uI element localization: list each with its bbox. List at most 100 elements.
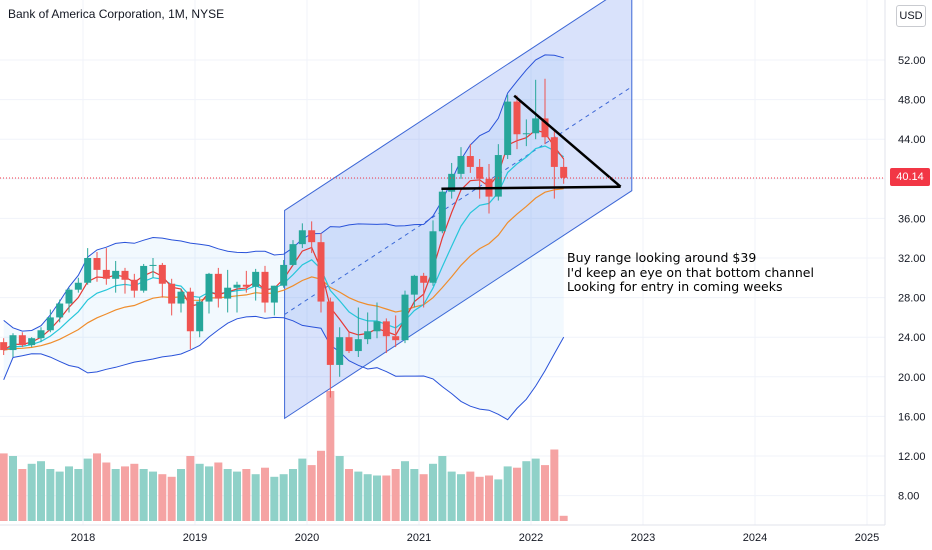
- price-axis: 52.0048.0044.0040.0036.0032.0028.0024.00…: [898, 55, 926, 503]
- annotation-line-3: Looking for entry in coming weeks: [567, 279, 783, 294]
- bb-fill: [3, 54, 564, 420]
- trendline: [513, 94, 622, 188]
- candle-body: [560, 166, 568, 178]
- volume-bar: [46, 469, 55, 521]
- candle-body: [298, 230, 306, 245]
- volume-bar: [307, 465, 316, 521]
- candle-body: [112, 270, 120, 279]
- candle-body: [354, 339, 362, 352]
- candle-body: [158, 264, 166, 284]
- candle-body: [28, 338, 36, 346]
- volume-bar: [186, 456, 195, 521]
- y-tick-label: 44.00: [898, 134, 926, 146]
- volume-bar: [149, 471, 157, 521]
- currency-button[interactable]: USD: [896, 5, 926, 27]
- volume-bar: [457, 474, 465, 521]
- y-tick-label: 48.00: [898, 95, 926, 107]
- candle-body: [0, 342, 8, 351]
- volume-bar: [9, 456, 17, 521]
- x-tick-label: 2025: [855, 532, 879, 544]
- last-price-label: 40.14: [890, 168, 930, 186]
- x-tick-label: 2020: [295, 532, 319, 544]
- volume-bar: [401, 461, 409, 521]
- candle-body: [93, 258, 101, 270]
- candle-body: [233, 284, 241, 288]
- x-tick-label: 2023: [631, 532, 655, 544]
- volume-bar: [419, 474, 428, 521]
- candle-body: [448, 173, 456, 192]
- bb-lower: [3, 315, 565, 421]
- candle-body: [261, 271, 269, 303]
- candle-body: [457, 156, 465, 174]
- volume-bar: [261, 467, 269, 521]
- volume-bar: [251, 474, 260, 521]
- volume-bar: [65, 466, 73, 521]
- candle-body: [168, 283, 176, 304]
- volume-bar: [130, 463, 139, 521]
- candle-body: [382, 321, 390, 337]
- volume-bar: [531, 458, 540, 521]
- volume-bar: [429, 463, 437, 521]
- candle-body: [140, 265, 148, 291]
- volume-bar: [0, 453, 8, 521]
- volume-bar: [270, 476, 279, 521]
- candle-body: [18, 335, 26, 346]
- volume-bar: [205, 466, 213, 521]
- volume-bar: [55, 471, 64, 521]
- candle-body: [345, 337, 353, 352]
- candle-body: [37, 330, 45, 339]
- volume-bar: [382, 475, 391, 521]
- volume-bar: [354, 471, 363, 521]
- x-tick-label: 2021: [407, 532, 431, 544]
- candle-body: [252, 271, 260, 287]
- volume-bar: [214, 462, 223, 521]
- volume-bar: [513, 467, 521, 521]
- y-tick-label: 36.00: [898, 213, 926, 225]
- y-tick-label: 28.00: [898, 293, 926, 305]
- volume-bar: [503, 466, 512, 521]
- volume-bar: [242, 469, 251, 521]
- candle-body: [224, 287, 232, 299]
- volume-bar: [485, 475, 493, 521]
- candle-body: [429, 231, 437, 283]
- candle-body: [177, 291, 185, 304]
- candle-body: [401, 294, 409, 341]
- volume-bar: [447, 471, 456, 521]
- x-tick-label: 2019: [183, 532, 207, 544]
- candle-body: [121, 270, 129, 280]
- volume-bar: [317, 450, 325, 521]
- candle-body: [476, 166, 484, 179]
- volume-bar: [233, 471, 241, 521]
- annotation-line-1: Buy range looking around $39: [567, 250, 757, 265]
- candle-body: [280, 264, 288, 286]
- volume-bar: [289, 469, 297, 521]
- candle-body: [326, 301, 334, 365]
- candle-body: [522, 133, 530, 135]
- volume-bar: [18, 469, 27, 521]
- volume-bar: [279, 474, 288, 521]
- y-tick-label: 16.00: [898, 411, 926, 423]
- volume-bar: [83, 458, 92, 521]
- chart-title: Bank of America Corporation, 1M, NYSE: [8, 7, 225, 21]
- ma-slow: [3, 188, 564, 351]
- candle-body: [364, 331, 372, 340]
- candle-body: [541, 118, 549, 138]
- candle-body: [410, 275, 418, 295]
- y-tick-label: 24.00: [898, 332, 926, 344]
- candle-body: [289, 244, 297, 265]
- y-tick-label: 20.00: [898, 372, 926, 384]
- candle-body: [149, 264, 157, 266]
- x-tick-label: 2018: [71, 532, 95, 544]
- volume-bar: [335, 456, 344, 521]
- candlesticks: [0, 78, 568, 398]
- candle-body: [504, 101, 512, 156]
- candle-body: [513, 101, 521, 135]
- candle-body: [242, 284, 250, 287]
- candle-body: [214, 273, 222, 299]
- chart-annotation: Buy range looking around $39 I'd keep an…: [567, 250, 814, 295]
- time-axis: 2018 2019 2020 2021 2022 2023 2024 2025: [71, 532, 879, 544]
- trendline: [441, 185, 621, 190]
- candle-body: [494, 155, 502, 197]
- volume-bar: [391, 469, 400, 521]
